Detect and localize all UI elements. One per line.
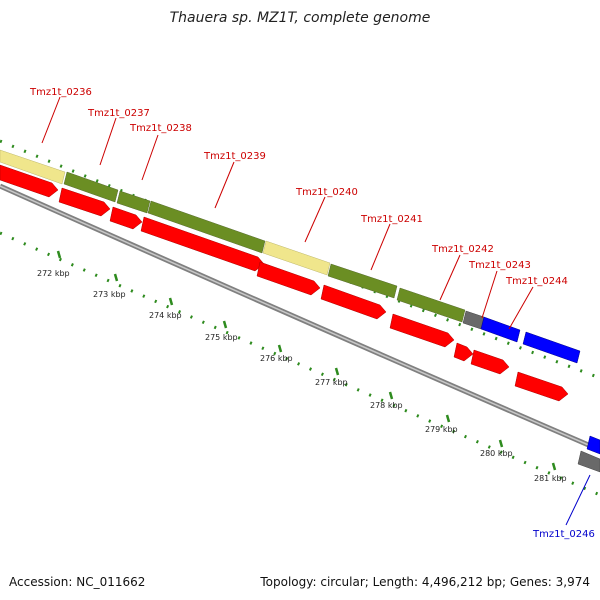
major-tick [498,439,504,448]
major-tick [113,273,119,282]
gene-label-tmz1t_0236[interactable]: Tmz1t_0236 [29,87,92,98]
cds-arrow-0240[interactable] [256,261,321,296]
gene-box-0243[interactable] [462,310,485,330]
gene-label-tmz1t_0241[interactable]: Tmz1t_0241 [360,214,423,225]
gene-box-0240[interactable] [262,240,331,276]
cds-arrow-0242[interactable] [389,313,455,348]
callout-line-0246 [565,474,591,526]
gene-box-0243b[interactable] [480,316,521,343]
gene-box-0236[interactable] [0,149,66,185]
cds-track [0,164,569,402]
inner-tick-track [0,231,600,497]
gene-label-tmz1t_0238[interactable]: Tmz1t_0238 [129,123,192,134]
gene-box-0237[interactable] [63,171,119,203]
cds-arrow-0238[interactable] [109,206,143,230]
major-tick [445,414,451,423]
scale-label: 280 kbp [480,449,513,458]
gene-box-0246[interactable] [586,435,600,455]
scale-label: 276 kbp [260,354,293,363]
scale-label: 278 kbp [370,401,403,410]
gene-box-0245[interactable] [577,450,600,473]
gene-label-tmz1t_0243[interactable]: Tmz1t_0243 [468,260,531,271]
major-tick [277,344,283,353]
cds-arrow-0243b[interactable] [470,349,510,375]
gene-box-0241[interactable] [327,263,398,299]
scale-label: 275 kbp [205,333,238,342]
feature-track [0,149,581,364]
gene-box-0244[interactable] [522,331,581,364]
scale-label: 274 kbp [149,311,182,320]
outer-tick-track [0,139,600,380]
major-ticks [56,250,557,471]
gene-box-0242[interactable] [396,287,466,323]
gene-box-0239[interactable] [147,200,266,254]
gene-labels: Tmz1t_0236 Tmz1t_0237 Tmz1t_0238 Tmz1t_0239… [29,87,595,540]
scale-labels: 272 kbp 273 kbp 274 kbp 275 kbp 276 kbp 277 k… [37,269,567,483]
cds-arrow-0237[interactable] [58,187,111,217]
scale-label: 279 kbp [425,425,458,434]
gene-box-0238[interactable] [116,190,151,214]
gene-label-tmz1t_0242[interactable]: Tmz1t_0242 [431,244,494,255]
major-tick [551,462,557,471]
cds-arrow-0243[interactable] [453,342,474,362]
gene-label-tmz1t_0246[interactable]: Tmz1t_0246 [532,529,595,540]
major-tick [334,367,340,376]
gene-label-tmz1t_0244[interactable]: Tmz1t_0244 [505,276,568,287]
major-tick [388,391,394,400]
major-tick [168,297,174,306]
gene-label-tmz1t_0237[interactable]: Tmz1t_0237 [87,108,150,119]
major-tick [56,250,62,259]
cds-arrow-0236[interactable] [0,164,59,198]
gene-label-tmz1t_0240[interactable]: Tmz1t_0240 [295,187,358,198]
gene-label-tmz1t_0239[interactable]: Tmz1t_0239 [203,151,266,162]
scale-label: 281 kbp [534,474,567,483]
map-title: Thauera sp. MZ1T, complete genome [169,10,431,26]
cds-arrow-0241[interactable] [320,284,387,320]
scale-label: 273 kbp [93,290,126,299]
accession-text: Accession: NC_011662 [9,575,146,589]
cds-arrow-0244[interactable] [514,371,569,402]
callout-lines [41,96,534,330]
scale-label: 277 kbp [315,378,348,387]
genome-summary: Topology: circular; Length: 4,496,212 bp… [260,575,590,589]
scale-label: 272 kbp [37,269,70,278]
major-tick [222,320,228,329]
